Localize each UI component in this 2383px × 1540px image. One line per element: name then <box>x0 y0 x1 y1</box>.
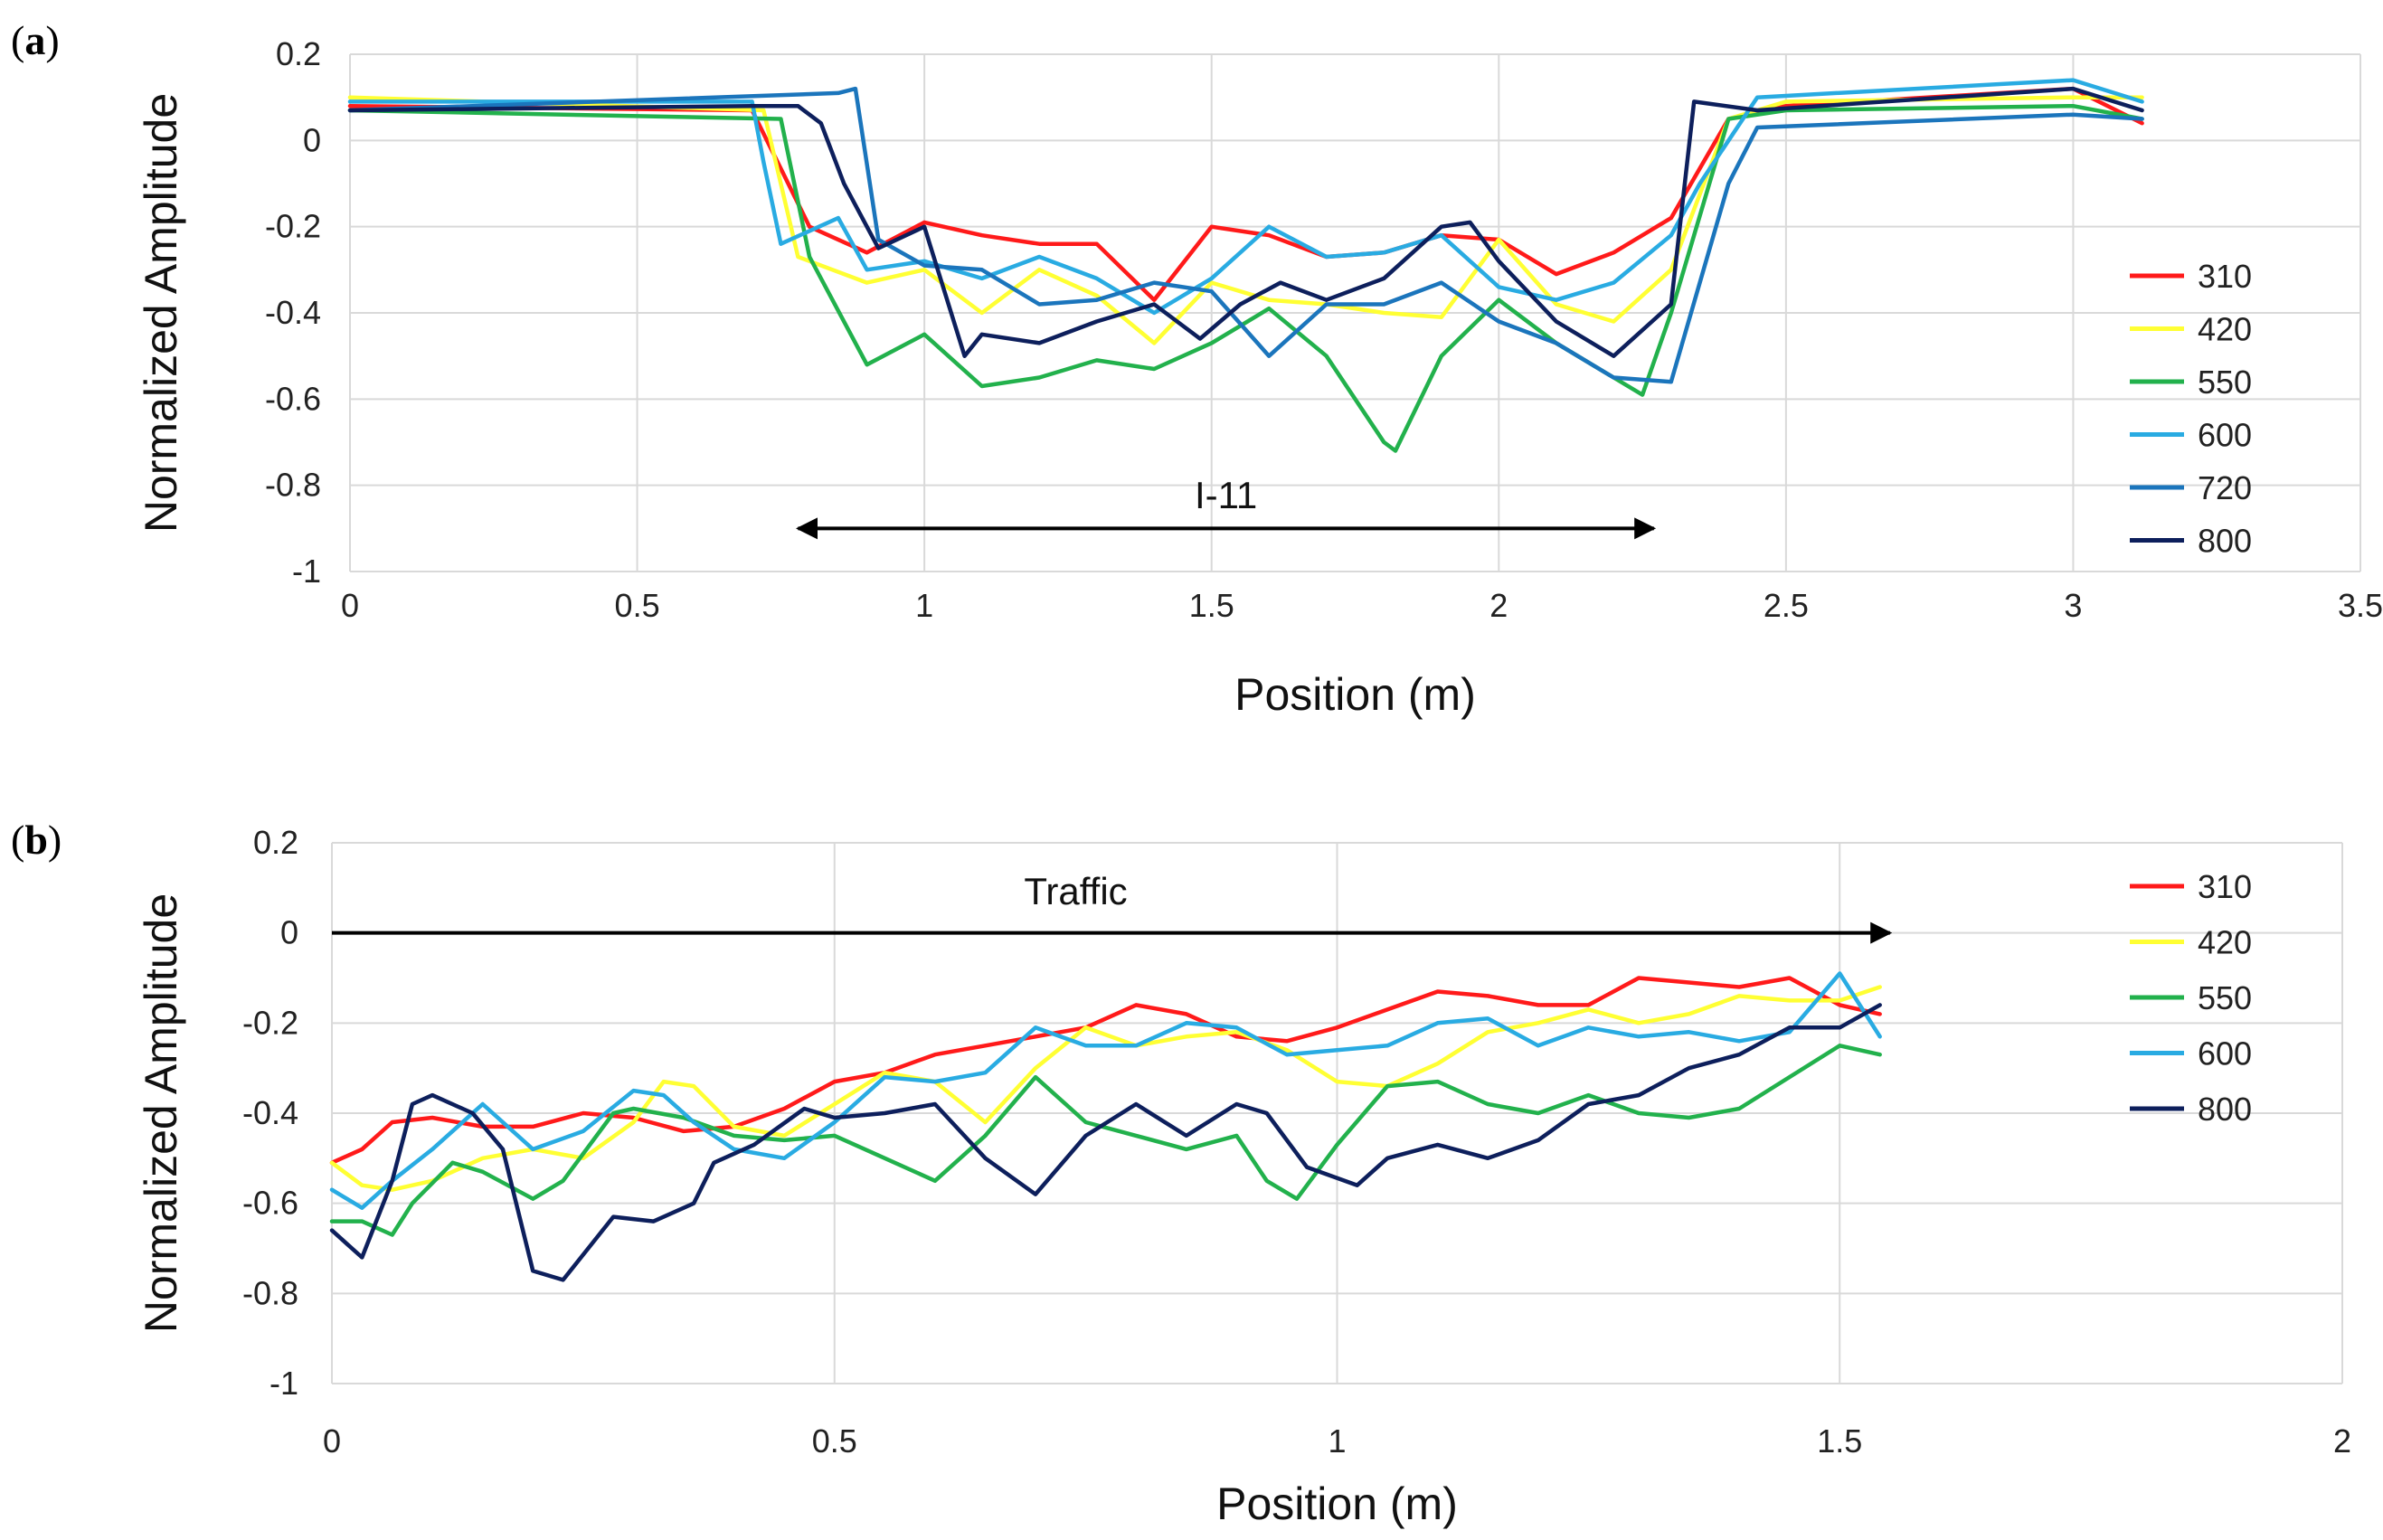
series-line-310 <box>347 86 2144 302</box>
legend-label-720: 720 <box>2198 469 2252 506</box>
legend-label-420: 420 <box>2198 924 2252 961</box>
y-tick-label: 0 <box>280 914 298 951</box>
legend-label-600: 600 <box>2198 417 2252 454</box>
x-tick-label: 1.5 <box>1189 587 1234 624</box>
legend-label-310: 310 <box>2198 868 2252 905</box>
y-tick-label: -0.4 <box>265 294 321 331</box>
x-tick-label: 2 <box>1489 587 1508 624</box>
y-tick-label: -1 <box>270 1365 298 1402</box>
x-tick-label: 2 <box>2333 1422 2351 1460</box>
x-tick-label: 1.5 <box>1817 1422 1862 1460</box>
x-tick-label: 0.5 <box>812 1422 857 1460</box>
x-tick-label: 0 <box>323 1422 341 1460</box>
y-tick-label: -0.6 <box>242 1185 298 1222</box>
series-line-420 <box>347 95 2144 345</box>
legend-label-310: 310 <box>2198 258 2252 295</box>
panel-b-label: (b) <box>11 817 61 863</box>
series-line-800 <box>329 1003 1882 1282</box>
chart-a: 0 0.5 1 1.5 2 2.5 3 3.5 0.2 0 -0.2 -0.4 -0.6 -0.8 -1 Po… <box>136 35 2383 720</box>
x-tick-label: 3.5 <box>2338 587 2383 624</box>
series-line-800 <box>347 86 2144 358</box>
y-tick-label: -0.2 <box>265 208 321 245</box>
x-axis-title: Position (m) <box>1216 1479 1458 1529</box>
x-tick-label: 3 <box>2064 587 2082 624</box>
series-line-600 <box>347 78 2144 316</box>
y-tick-label: -0.2 <box>242 1004 298 1041</box>
legend-label-800: 800 <box>2198 1091 2252 1128</box>
legend-label-550: 550 <box>2198 979 2252 1016</box>
annotation-label: I-11 <box>1195 474 1257 516</box>
y-axis-title: Normalized Amplitude <box>136 93 186 533</box>
series-line-420 <box>329 985 1882 1192</box>
legend-label-800: 800 <box>2198 523 2252 560</box>
panel-a-label: (a) <box>11 17 60 63</box>
series-line-600 <box>329 971 1882 1210</box>
y-tick-label: 0.2 <box>276 35 321 72</box>
series-line-550 <box>329 1044 1882 1237</box>
series-line-310 <box>329 976 1882 1166</box>
y-tick-label: -0.8 <box>242 1274 298 1311</box>
chart-b: 0 0.5 1 1.5 2 0.2 0 -0.2 -0.4 -0.6 -0.8 -1 Position … <box>136 824 2351 1529</box>
y-tick-label: -1 <box>292 553 321 590</box>
x-tick-label: 0.5 <box>615 587 660 624</box>
legend-label-550: 550 <box>2198 364 2252 401</box>
series-line-720 <box>347 86 2144 384</box>
y-tick-label: 0 <box>303 121 321 158</box>
y-tick-label: 0.2 <box>253 824 298 861</box>
legend-label-420: 420 <box>2198 311 2252 348</box>
y-tick-label: -0.6 <box>265 380 321 417</box>
x-tick-label: 2.5 <box>1764 587 1809 624</box>
x-tick-label: 1 <box>915 587 933 624</box>
legend-label-600: 600 <box>2198 1035 2252 1072</box>
x-tick-label: 0 <box>341 587 359 624</box>
y-tick-label: -0.8 <box>265 467 321 504</box>
x-axis-title: Position (m) <box>1234 669 1476 720</box>
y-axis-title: Normalized Amplitude <box>136 893 186 1333</box>
y-tick-label: -0.4 <box>242 1094 298 1131</box>
annotation-label: Traffic <box>1024 870 1127 912</box>
series-line-550 <box>347 103 2144 453</box>
x-tick-label: 1 <box>1328 1422 1346 1460</box>
